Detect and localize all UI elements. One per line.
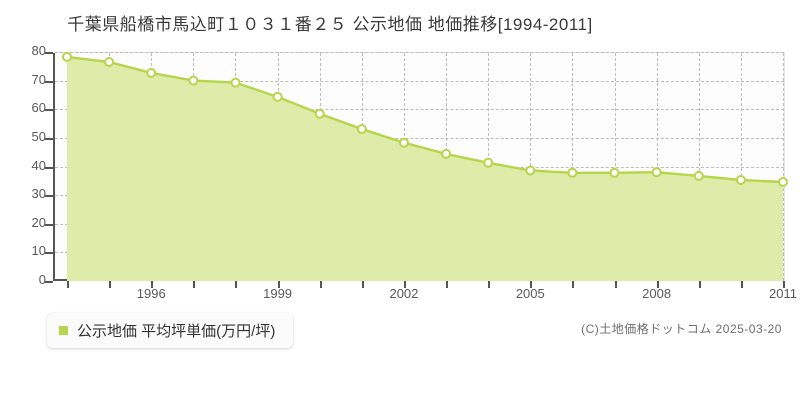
x-axis-tick-2003 (446, 281, 449, 288)
y-axis-tick-60 (45, 109, 53, 112)
y-axis-tick-10 (45, 252, 53, 255)
y-axis-tick-40 (45, 166, 53, 169)
x-axis-tick-2008 (656, 281, 659, 288)
series-markers (62, 51, 788, 187)
chart-title: 千葉県船橋市馬込町１０３１番２５ 公示地価 地価推移[1994-2011] (67, 15, 593, 34)
data-point-2002[interactable] (398, 137, 409, 148)
x-axis-tick-2011 (783, 281, 785, 288)
x-axis-tick-2005 (530, 281, 533, 288)
y-axis-label-80: 80 (31, 43, 46, 58)
data-point-2010[interactable] (735, 175, 746, 185)
data-point-1994[interactable] (62, 51, 72, 62)
y-axis-tick-0 (45, 281, 53, 283)
y-axis-tick-30 (45, 195, 53, 198)
x-axis-label-1999: 1999 (263, 286, 293, 301)
y-axis-label-20: 20 (31, 214, 46, 230)
y-axis-tick-80 (45, 52, 53, 54)
copyright-credit: (C)土地価格ドットコム 2025-03-20 (581, 322, 782, 336)
data-point-2007[interactable] (609, 167, 620, 178)
data-point-1997[interactable] (188, 75, 199, 86)
data-point-2009[interactable] (693, 170, 704, 181)
data-point-2008[interactable] (651, 167, 662, 178)
data-point-2006[interactable] (567, 167, 578, 178)
x-axis-tick-1995 (109, 281, 112, 288)
y-axis-label-10: 10 (31, 243, 46, 259)
y-axis-label-30: 30 (31, 186, 46, 202)
x-axis-tick-1998 (235, 281, 238, 288)
x-axis-tick-2001 (361, 281, 364, 288)
x-axis-tick-2004 (488, 281, 491, 288)
x-axis-tick-2007 (614, 281, 617, 288)
data-point-1996[interactable] (146, 67, 157, 78)
data-point-2004[interactable] (483, 157, 494, 168)
y-axis-label-40: 40 (31, 157, 46, 173)
data-point-2005[interactable] (525, 165, 536, 176)
x-axis-tick-2002 (403, 281, 406, 288)
y-axis-label-0: 0 (38, 272, 46, 287)
x-axis-label-2002: 2002 (389, 286, 419, 301)
x-axis-tick-2010 (740, 281, 743, 288)
chart-legend[interactable]: 公示地価 平均坪単価(万円/坪) (47, 313, 294, 348)
x-axis-tick-1997 (193, 281, 196, 288)
plot-border-right (784, 52, 785, 281)
data-point-2003[interactable] (441, 148, 452, 159)
data-point-1995[interactable] (104, 57, 115, 67)
y-axis-tick-50 (45, 137, 53, 140)
x-axis-tick-2000 (319, 281, 322, 288)
x-axis-label-2011: 2011 (769, 286, 797, 301)
x-axis-tick-2009 (698, 281, 701, 288)
series-line (66, 55, 784, 184)
data-point-1998[interactable] (230, 77, 241, 88)
legend-label: 公示地価 平均坪単価(万円/坪) (77, 323, 276, 340)
y-axis-label-50: 50 (31, 128, 46, 144)
data-point-2011[interactable] (778, 177, 788, 187)
x-axis-label-2008: 2008 (642, 286, 672, 301)
y-axis-tick-20 (45, 223, 53, 226)
y-axis-label-60: 60 (31, 100, 46, 116)
legend-color-swatch (59, 326, 68, 335)
data-point-2000[interactable] (314, 108, 325, 119)
x-axis-tick-2006 (572, 281, 575, 288)
data-point-2001[interactable] (356, 124, 367, 134)
x-axis-tick-1996 (151, 281, 154, 288)
x-axis-label-2005: 2005 (515, 286, 545, 301)
y-axis-label-70: 70 (31, 71, 46, 87)
x-axis-tick-1994 (67, 281, 69, 288)
series-area-fill (67, 56, 783, 282)
y-axis-tick-70 (45, 80, 53, 83)
data-point-1999[interactable] (272, 91, 283, 102)
x-axis-tick-1999 (277, 281, 280, 288)
x-axis-label-1996: 1996 (136, 286, 166, 301)
